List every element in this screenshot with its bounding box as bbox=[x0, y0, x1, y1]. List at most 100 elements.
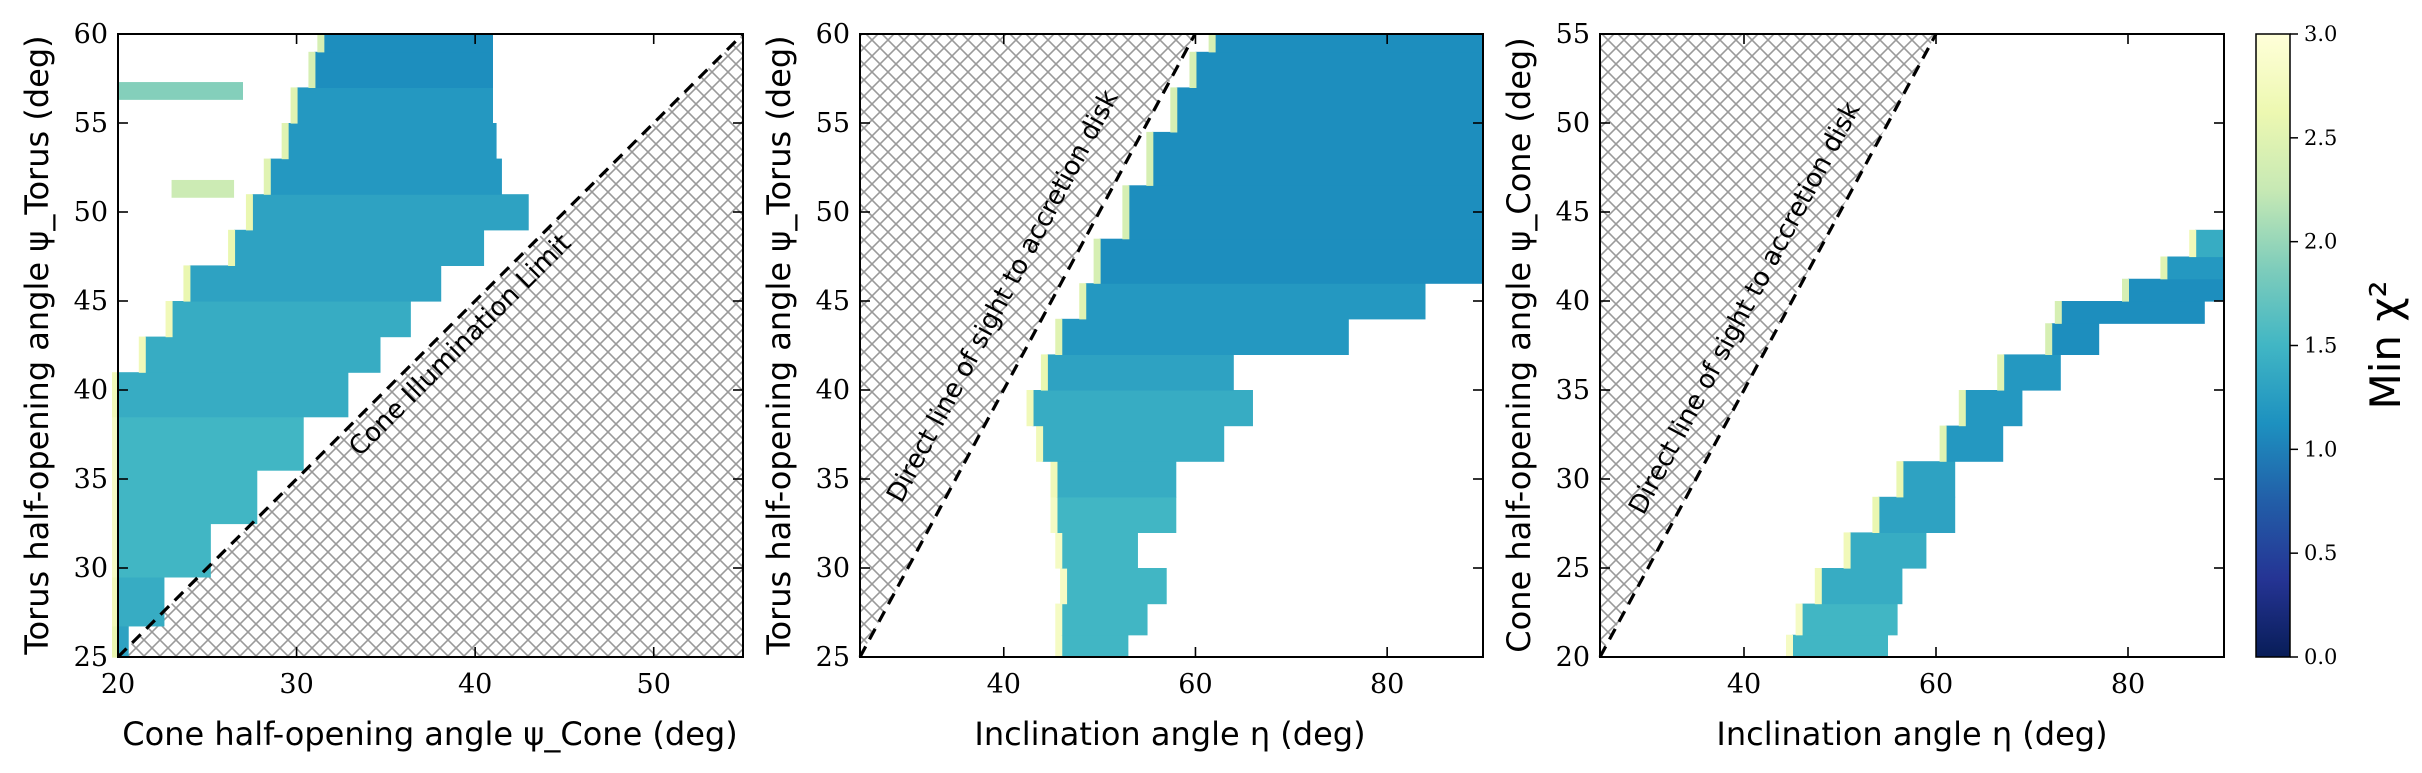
colorbar-ticks: 0.0 0.5 1.0 1.5 2.0 2.5 3.0 bbox=[2290, 22, 2337, 669]
heatmap-fringe bbox=[1872, 496, 1880, 533]
heatmap-fringe bbox=[2122, 278, 2129, 302]
y-tick-label: 60 bbox=[74, 19, 108, 50]
heatmap-fringe bbox=[2054, 301, 2062, 324]
heatmap-fringe bbox=[1055, 532, 1063, 569]
heatmap-band bbox=[1061, 603, 1148, 636]
heatmap-band bbox=[118, 523, 211, 578]
heatmap-fringe bbox=[1055, 603, 1063, 636]
heatmap-band bbox=[2051, 323, 2100, 355]
heatmap-band bbox=[1056, 496, 1177, 533]
heatmap-fringe bbox=[183, 265, 191, 302]
heatmap-fringe bbox=[263, 158, 271, 195]
y-tick-label: 35 bbox=[1556, 375, 1590, 406]
heatmap-fringe bbox=[1122, 185, 1130, 240]
heatmap-band bbox=[1061, 634, 1129, 658]
heatmap-band bbox=[1878, 496, 1956, 533]
panel-2: Direct line of sight to accretion disk 4… bbox=[760, 19, 1484, 753]
heatmap-band bbox=[1195, 51, 1483, 88]
boundary-line bbox=[858, 33, 1197, 658]
y-tick-label: 30 bbox=[1556, 464, 1590, 495]
heatmap-band bbox=[251, 194, 529, 231]
heatmap-band bbox=[2003, 354, 2061, 391]
heatmap-fringe bbox=[112, 625, 119, 658]
y-tick-label: 40 bbox=[1556, 286, 1590, 317]
y-tick-label: 45 bbox=[74, 286, 108, 317]
x-tick-label: 50 bbox=[637, 669, 671, 700]
heatmap-band bbox=[1056, 461, 1177, 498]
heatmap-fringe bbox=[1795, 603, 1803, 636]
y-tick-label: 25 bbox=[74, 642, 108, 673]
y-tick-label: 25 bbox=[816, 642, 850, 673]
heatmap-band bbox=[2195, 229, 2224, 258]
heatmap-fringe bbox=[281, 123, 289, 160]
y-tick-label: 40 bbox=[74, 375, 108, 406]
heatmap-fringe bbox=[228, 229, 236, 266]
heatmap-fringe bbox=[1958, 390, 1966, 427]
heatmap-fringe bbox=[1814, 568, 1822, 605]
panel-3: Direct line of sight to accretion disk 4… bbox=[1500, 19, 2225, 753]
heatmap-cells bbox=[112, 34, 529, 658]
x-axis-label: Cone half-opening angle ψ_Cone (deg) bbox=[122, 715, 737, 753]
colorbar-gradient bbox=[2255, 33, 2291, 658]
y-tick-label: 35 bbox=[74, 464, 108, 495]
y-tick-label: 55 bbox=[816, 108, 850, 139]
heatmap-band bbox=[1046, 354, 1234, 391]
heatmap-fringe bbox=[1896, 461, 1904, 498]
y-tick-label: 45 bbox=[1556, 197, 1590, 228]
heatmap-band bbox=[1820, 568, 1903, 605]
colorbar: 0.0 0.5 1.0 1.5 2.0 2.5 3.0 Min χ² bbox=[2255, 22, 2410, 669]
colorbar-label: Min χ² bbox=[2361, 281, 2410, 410]
heatmap-band bbox=[171, 301, 411, 338]
x-tick-label: 40 bbox=[1727, 669, 1761, 700]
x-tick-label: 20 bbox=[101, 669, 135, 700]
heatmap-band bbox=[189, 265, 442, 302]
heatmap-band bbox=[118, 576, 165, 627]
y-axis-label: Torus half-opening angle ψ_Torus (deg) bbox=[760, 35, 798, 655]
y-ticks: 25 30 35 40 45 50 55 60 bbox=[74, 19, 743, 673]
heatmap-band bbox=[2060, 301, 2205, 324]
heatmap-fringe bbox=[112, 576, 119, 627]
y-tick-label: 20 bbox=[1556, 642, 1590, 673]
y-axis-label: Cone half-opening angle ψ_Cone (deg) bbox=[1500, 37, 1538, 652]
heatmap-band bbox=[1792, 634, 1888, 658]
heatmap-cells bbox=[1786, 229, 2224, 658]
heatmap-fringe bbox=[1093, 238, 1101, 284]
y-tick-label: 50 bbox=[1556, 108, 1590, 139]
heatmap-fringe bbox=[1208, 34, 1216, 53]
heatmap-fringe bbox=[1055, 634, 1063, 658]
heatmap-fringe bbox=[1146, 131, 1154, 186]
heatmap-fringe bbox=[112, 372, 119, 418]
heatmap-band bbox=[1176, 87, 1483, 133]
heatmap-band bbox=[1032, 390, 1253, 427]
heatmap-band bbox=[1902, 461, 1956, 498]
heatmap-band bbox=[144, 336, 381, 373]
heatmap-fringe bbox=[1050, 461, 1058, 498]
heatmap-band bbox=[234, 229, 485, 266]
heatmap-fringe bbox=[290, 87, 298, 124]
heatmap-fringe bbox=[1079, 283, 1087, 320]
x-tick-label: 80 bbox=[1370, 669, 1404, 700]
heatmap-band bbox=[269, 158, 502, 195]
x-tick-label: 40 bbox=[458, 669, 492, 700]
heatmap-band bbox=[118, 470, 258, 525]
heatmap-fringe bbox=[317, 34, 325, 53]
panel-1: Cone Illumination Limit 20 30 40 50 2530354… bbox=[18, 19, 745, 753]
heatmap-fringe bbox=[112, 470, 119, 525]
heatmap-band bbox=[2166, 256, 2224, 280]
heatmap-band bbox=[1042, 425, 1225, 462]
heatmap-band bbox=[1849, 532, 1927, 569]
heatmap-fringe bbox=[2045, 323, 2053, 355]
heatmap-fringe bbox=[308, 51, 316, 88]
x-ticks: 40 60 80 bbox=[1727, 34, 2145, 700]
heatmap-streak bbox=[171, 179, 235, 198]
heatmap-band bbox=[2128, 278, 2224, 302]
y-tick-label: 25 bbox=[1556, 553, 1590, 584]
heatmap-fringe bbox=[112, 523, 119, 578]
heatmap-band bbox=[1066, 568, 1167, 605]
heatmap-fringe bbox=[165, 301, 173, 338]
y-tick-label: 50 bbox=[74, 197, 108, 228]
y-tick-label: 30 bbox=[74, 553, 108, 584]
heatmap-fringe bbox=[1997, 354, 2005, 391]
y-tick-label: 60 bbox=[816, 19, 850, 50]
